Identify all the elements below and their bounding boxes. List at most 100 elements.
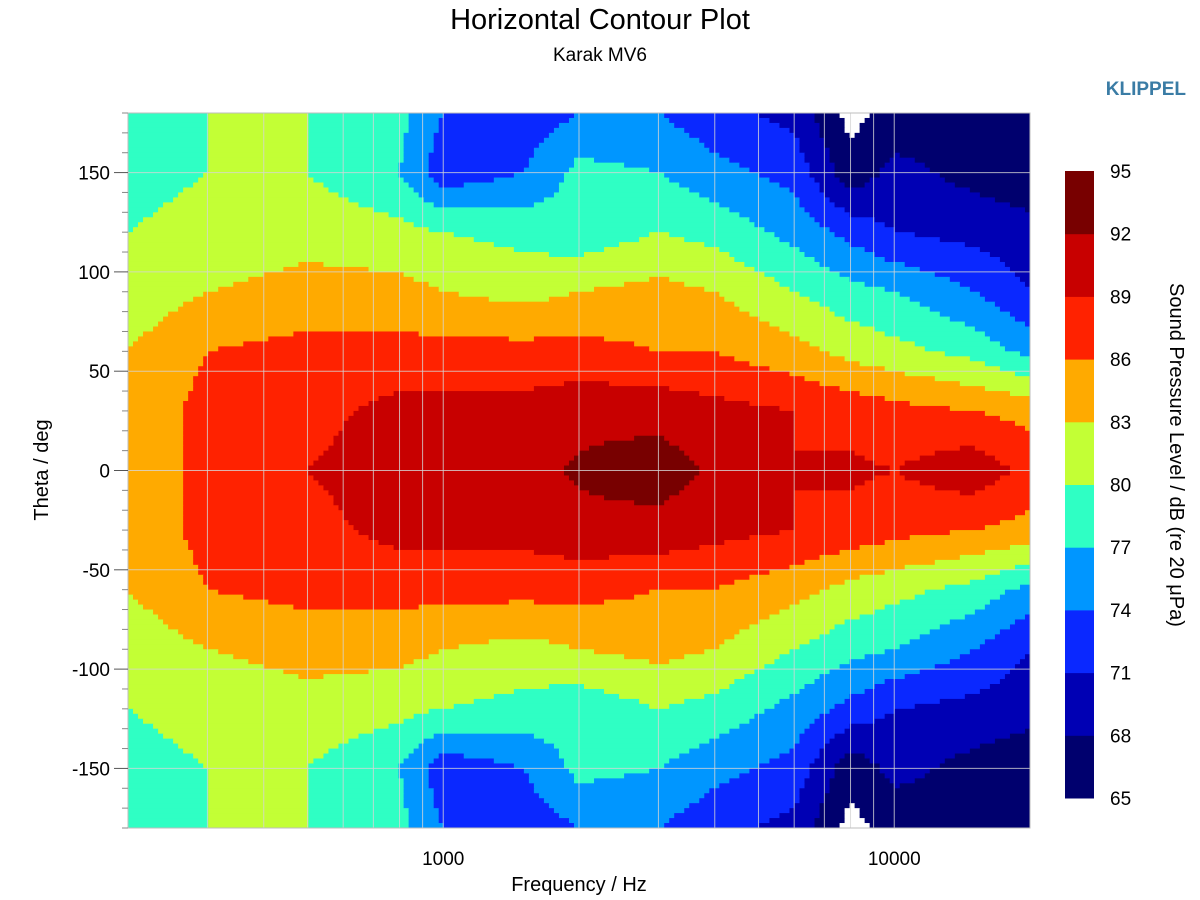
contour-cell (814, 823, 841, 828)
contour-cell (128, 604, 144, 611)
contour-cell (128, 266, 284, 273)
contour-cell (734, 356, 846, 362)
contour-cell (318, 455, 575, 462)
contour-cell (153, 212, 390, 218)
contour-cell (829, 266, 921, 273)
contour-cell (508, 599, 535, 606)
contour-cell (438, 286, 595, 293)
contour-cell (684, 237, 781, 243)
contour-cell (128, 142, 209, 149)
contour-cell (128, 460, 184, 467)
contour-cell (884, 773, 926, 779)
contour-cell (128, 823, 209, 828)
contour-cell (774, 703, 836, 710)
contour-cell (128, 405, 184, 412)
colorbar-tick-label: 77 (1110, 538, 1131, 559)
contour-cell (604, 688, 720, 695)
contour-cell (969, 579, 1030, 586)
contour-cell (128, 366, 199, 372)
contour-cell (1009, 624, 1030, 630)
contour-cell (814, 217, 876, 223)
contour-cell (909, 639, 986, 645)
colorbar-tick-label: 80 (1110, 476, 1131, 497)
contour-cell (128, 818, 209, 824)
contour-cell (834, 162, 886, 169)
x-tick-label: 1000 (422, 849, 464, 870)
contour-cell (433, 137, 545, 144)
contour-cell (769, 366, 886, 372)
contour-cell (158, 614, 771, 621)
contour-cell (794, 505, 1030, 511)
contour-cell (328, 187, 415, 194)
contour-cell (864, 455, 921, 462)
contour-cell (679, 753, 781, 760)
contour-cell (128, 227, 134, 233)
contour-cell (799, 137, 826, 144)
contour-cell (563, 177, 670, 184)
contour-cell (428, 281, 625, 288)
contour-cell (328, 748, 415, 755)
contour-cell (964, 242, 1030, 248)
contour-cell (774, 276, 851, 283)
contour-cell (649, 589, 821, 596)
contour-cell (884, 162, 926, 169)
contour-cell (934, 664, 1016, 670)
contour-cell (193, 381, 565, 387)
contour-cell (403, 157, 430, 164)
contour-cell (799, 738, 831, 745)
contour-cell (128, 619, 164, 626)
contour-cell (649, 232, 670, 238)
contour-cell (814, 117, 846, 124)
contour-cell (428, 162, 530, 169)
contour-cell (939, 763, 1030, 770)
contour-cell (128, 753, 194, 760)
contour-cell (724, 639, 811, 645)
contour-cell (864, 654, 961, 660)
contour-cell (849, 803, 856, 809)
contour-cell (128, 187, 184, 194)
contour-cell (959, 490, 976, 496)
contour-cell (984, 361, 1030, 367)
contour-cell (128, 589, 219, 596)
contour-cell (553, 127, 685, 134)
contour-cell (624, 281, 685, 288)
contour-cell (218, 286, 440, 293)
contour-cell (128, 371, 199, 377)
contour-cell (183, 505, 340, 511)
contour-cell (829, 788, 1030, 794)
contour-cell (208, 823, 309, 828)
contour-cell (548, 132, 690, 139)
contour-cell (999, 629, 1030, 635)
contour-cell (669, 177, 771, 184)
contour-cell (298, 261, 325, 268)
contour-cell (438, 122, 560, 129)
contour-cell (128, 485, 184, 491)
contour-cell (794, 743, 826, 750)
contour-cell (183, 525, 355, 531)
contour-cell (208, 793, 309, 799)
contour-cell (729, 728, 806, 735)
contour-cell (348, 520, 796, 526)
contour-cell (1024, 321, 1030, 328)
contour-cell (834, 768, 881, 774)
y-tick-label: 100 (78, 263, 110, 284)
contour-cell (819, 634, 921, 640)
contour-cell (669, 549, 841, 556)
contour-cell (739, 629, 831, 635)
contour-cell (794, 525, 986, 531)
contour-cell (844, 818, 866, 824)
contour-cell (849, 212, 1030, 218)
contour-cell (779, 753, 821, 760)
contour-cell (864, 753, 956, 760)
contour-cell (969, 187, 1030, 194)
contour-cell (183, 415, 350, 422)
contour-cell (128, 396, 189, 402)
contour-cell (799, 336, 901, 343)
contour-cell (789, 242, 851, 248)
contour-cell (799, 599, 901, 606)
contour-cell (208, 127, 309, 134)
contour-cell (128, 574, 204, 581)
contour-cell (859, 813, 1030, 819)
contour-cell (183, 470, 309, 477)
contour-cell (819, 753, 846, 760)
